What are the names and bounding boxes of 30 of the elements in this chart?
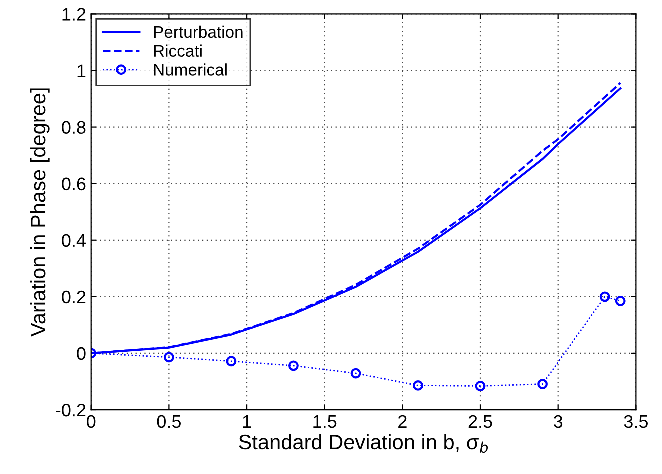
x-axis-title: Standard Deviation in b, σ$_{b}$ — [239, 434, 488, 454]
x-tick-label: 1 — [243, 416, 252, 428]
y-tick-label: 1.2 — [62, 8, 86, 21]
x-tick-label: 2 — [398, 415, 407, 428]
x-tick-label: 2.5 — [468, 415, 492, 428]
legend-label: Perturbation — [154, 26, 243, 38]
y-tick-label: 0.2 — [62, 290, 86, 304]
x-tick-label: 3.5 — [624, 415, 648, 428]
legend-label: Numerical — [154, 64, 227, 76]
x-tick-label: 1.5 — [314, 416, 337, 428]
y-tick-label: -0.2 — [56, 404, 86, 417]
y-tick-label: 0.4 — [62, 234, 86, 248]
point — [164, 352, 174, 363]
point — [226, 356, 237, 367]
y-tick-label: 1 — [78, 64, 86, 78]
point — [475, 381, 486, 392]
y-tick-label: 0.8 — [62, 121, 86, 134]
point — [615, 296, 626, 306]
point — [413, 380, 424, 391]
point — [600, 292, 610, 302]
y-axis-title: Variation in Phase [degree] — [30, 88, 50, 337]
legend-label: Riccati — [154, 44, 202, 57]
point — [538, 379, 548, 390]
x-tick-label: 0 — [87, 415, 96, 428]
x-tick-label: 3 — [554, 415, 563, 428]
point — [288, 360, 299, 372]
y-tick-label: 0 — [77, 347, 86, 360]
x-tick-label: 0.5 — [157, 415, 181, 428]
point — [350, 368, 362, 379]
y-tick-label: 0.6 — [62, 178, 86, 191]
